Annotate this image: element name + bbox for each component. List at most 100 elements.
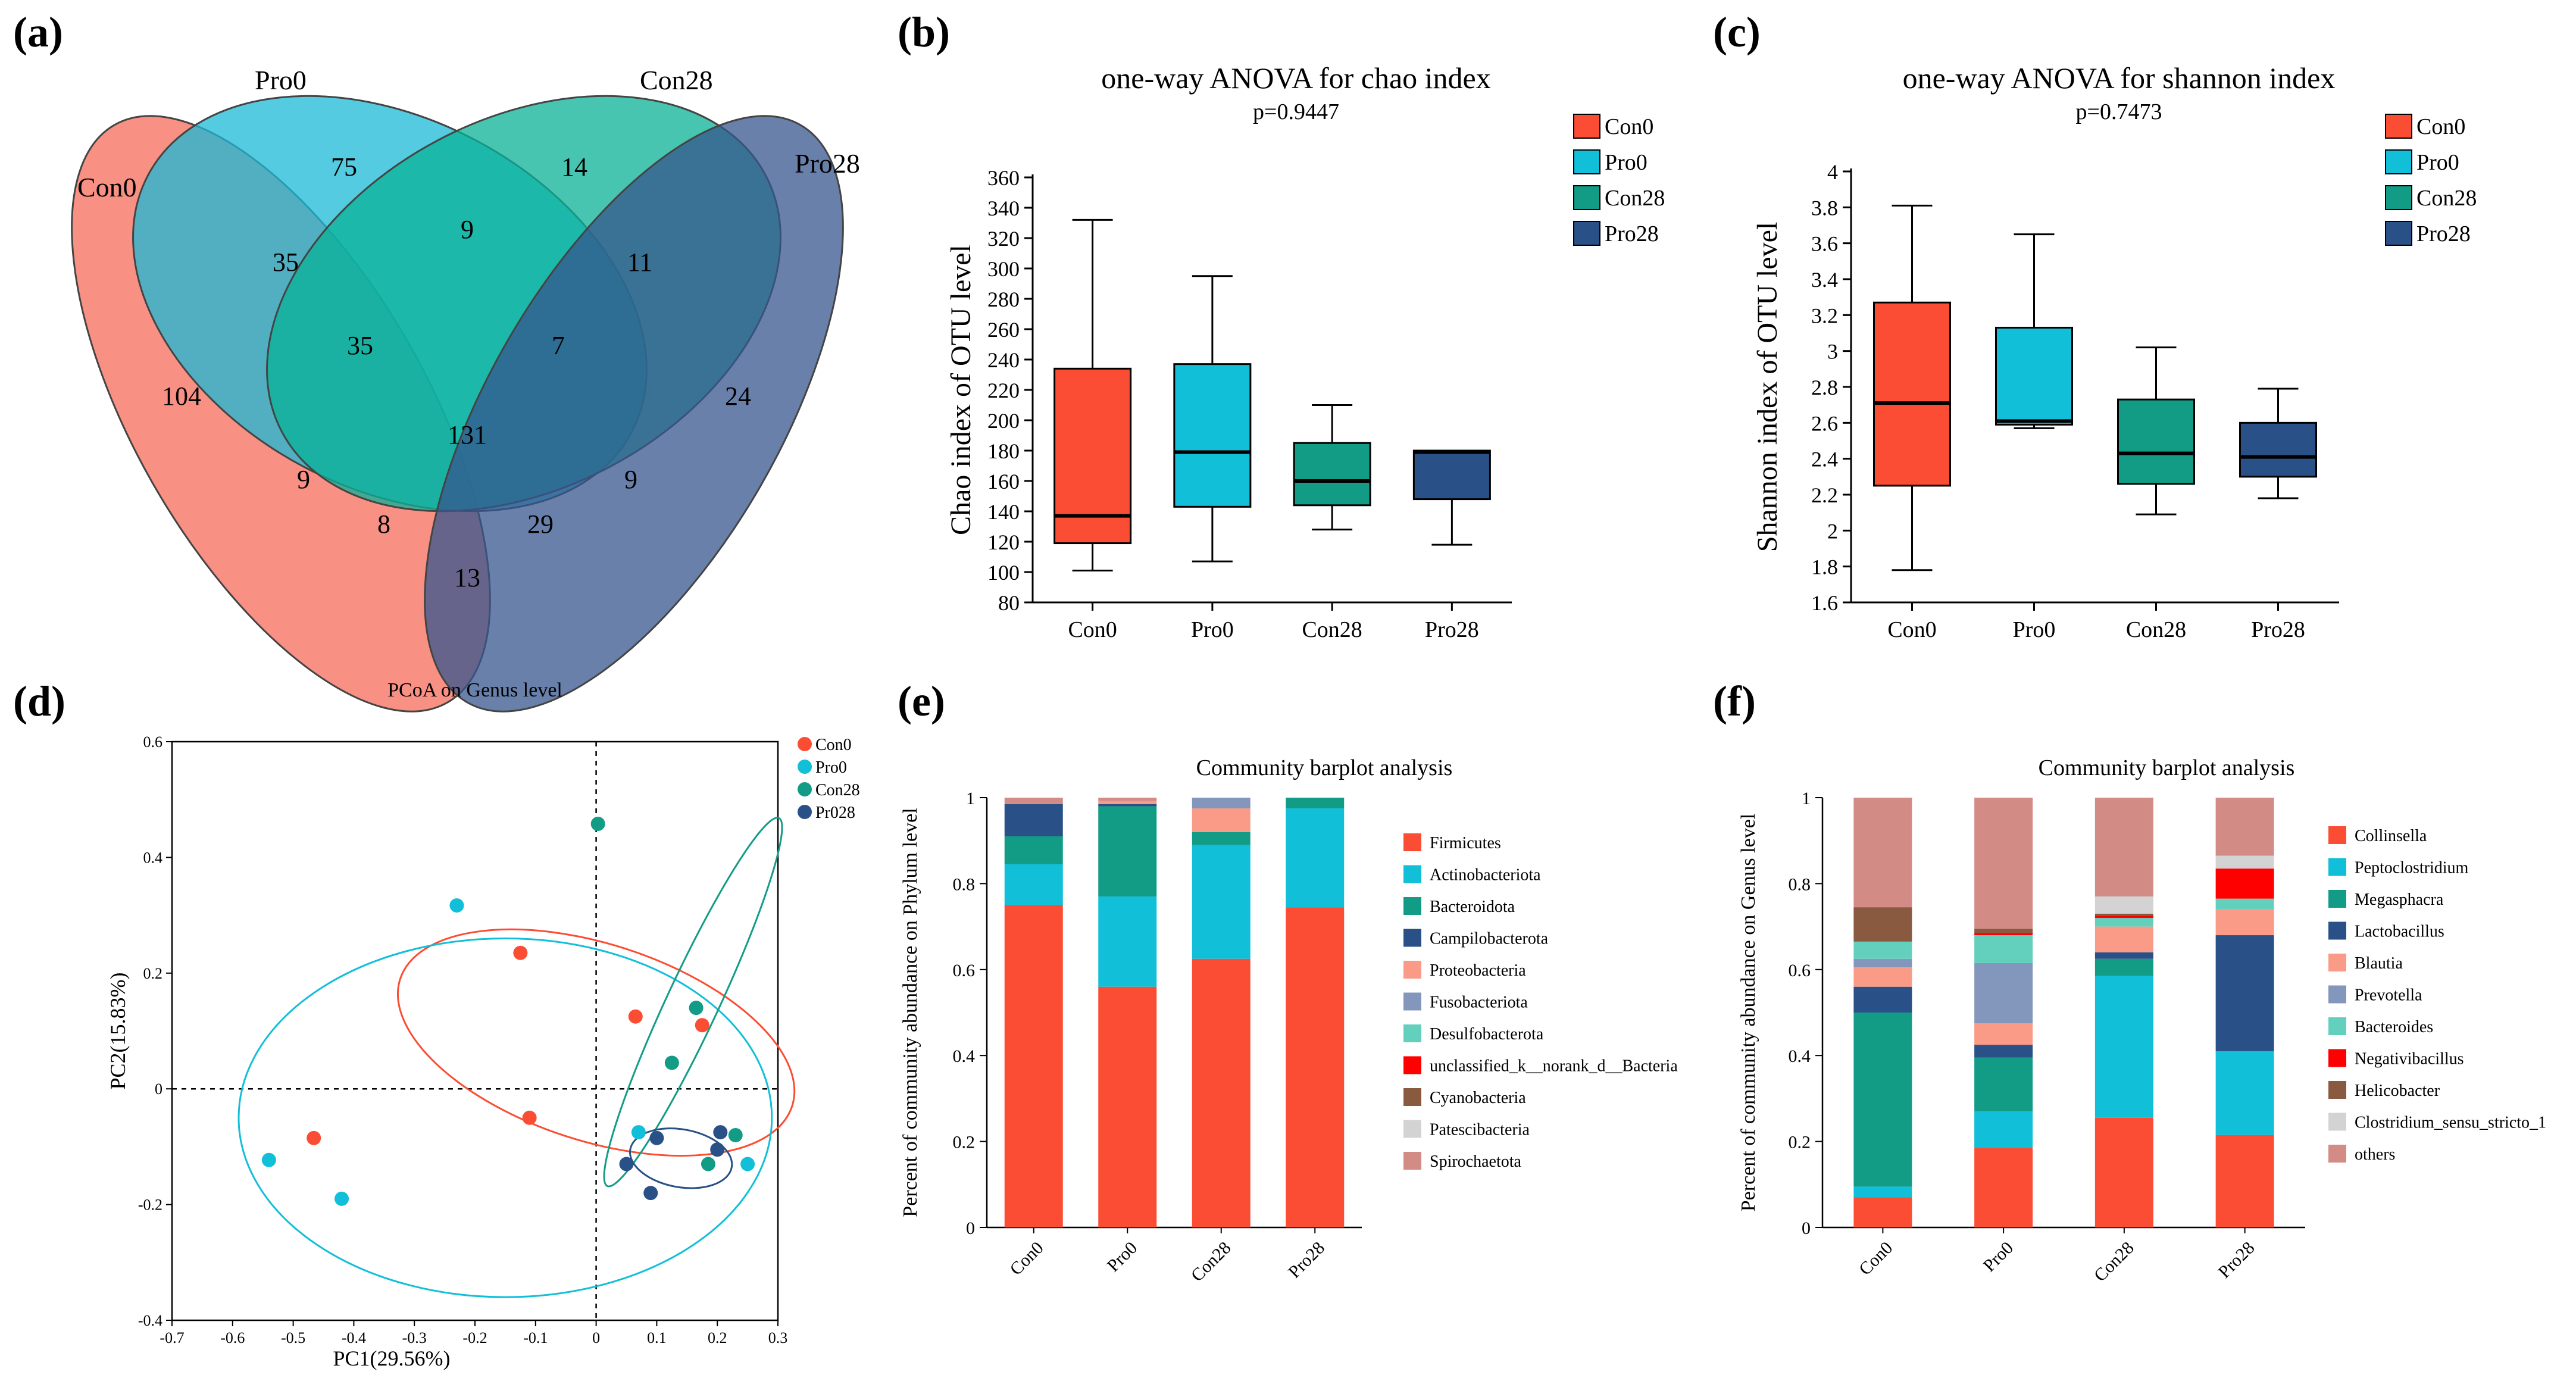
y-tick-label: 320: [987, 227, 1020, 251]
bar-segment-negativibacillus: [2215, 868, 2274, 899]
legend-swatch: [2328, 890, 2346, 908]
venn-diagram: Con0 Pro0 Con28 Pro28 104 75 14 24 35 9 11 35 7 131 9 9…: [71, 65, 860, 713]
x-tick-label: Con0: [1006, 1238, 1047, 1279]
x-axis-label: PC1(29.56%): [333, 1346, 451, 1370]
legend-swatch: [2328, 1113, 2346, 1131]
legend-label: Fusobacteriota: [1430, 993, 1528, 1012]
legend-marker: [798, 737, 812, 751]
y-tick-label: 240: [987, 348, 1020, 372]
legend-label: Pro0: [2416, 150, 2459, 175]
bar-segment-others: [1853, 798, 1912, 908]
legend-label: Bacteroides: [2355, 1018, 2433, 1036]
venn-region-value: 29: [527, 510, 554, 539]
bar-segment-lactobacillus: [1853, 986, 1912, 1013]
chart-subtitle: p=0.9447: [1253, 99, 1339, 124]
x-tick-label: Pro0: [2013, 617, 2056, 642]
legend-label: Bacteroidota: [1430, 898, 1515, 916]
bar-segment-others: [1974, 798, 2033, 929]
bar-segment-peptoclostridium: [2215, 1051, 2274, 1135]
y-tick-label: 0.4: [1789, 1046, 1811, 1066]
point-pr028: [643, 1186, 658, 1201]
plot-frame: [171, 741, 779, 1321]
bar-segment-bacteroides: [1974, 935, 2033, 963]
x-tick-label: Pro28: [2215, 1238, 2259, 1282]
bar-segment-peptoclostridium: [2094, 976, 2153, 1118]
y-tick-label: 0.2: [953, 1133, 976, 1152]
y-tick-label: 100: [987, 561, 1020, 585]
legend-label: Con28: [1605, 186, 1665, 211]
bar-segment-collinsella: [2215, 1135, 2274, 1227]
bar-segment-campilobacterota: [1004, 804, 1063, 836]
x-tick-label: Pro0: [1980, 1238, 2017, 1276]
legend-label: Proteobacteria: [1430, 961, 1526, 980]
legend-swatch: [2385, 221, 2412, 246]
bar-segment-blautia: [2215, 909, 2274, 936]
bar-segment-bacteroides: [1853, 941, 1912, 959]
legend-label: Negativibacillus: [2355, 1050, 2464, 1068]
bar-segment-firmicutes: [1098, 986, 1157, 1227]
legend-swatch: [1403, 1152, 1421, 1170]
bar-segment-clostridium_sensu_stricto_1: [2094, 896, 2153, 914]
point-pro0: [261, 1152, 276, 1167]
x-tick-label: 0.2: [708, 1329, 727, 1346]
bar-segment-proteobacteria: [1192, 808, 1251, 832]
bar-segment-proteobacteria: [1098, 801, 1157, 804]
legend-swatch: [2328, 1049, 2346, 1067]
legend-marker: [798, 760, 812, 774]
y-tick-label: 1: [966, 789, 975, 808]
venn-region-value: 24: [725, 382, 751, 411]
legend-label: Desulfobacterota: [1430, 1025, 1544, 1043]
y-tick-label: 3.6: [1811, 232, 1838, 256]
venn-label-pro28: Pro28: [795, 148, 860, 179]
legend-swatch: [2328, 954, 2346, 971]
legend-label: Clostridium_sensu_stricto_1: [2355, 1114, 2546, 1132]
y-tick-label: 220: [987, 379, 1020, 402]
point-pro0: [334, 1191, 349, 1206]
venn-region-value: 131: [448, 420, 487, 449]
bar-segment-clostridium_sensu_stricto_1: [2215, 855, 2274, 869]
y-tick-label: 280: [987, 288, 1020, 311]
legend-swatch: [1573, 221, 1600, 246]
x-tick-label: Con0: [1068, 617, 1117, 642]
point-pro0: [740, 1157, 755, 1171]
bar-segment-fusobacteriota: [1192, 798, 1251, 809]
x-tick-label: -0.1: [523, 1329, 548, 1346]
legend-label: others: [2355, 1145, 2395, 1164]
venn-region-value: 7: [552, 331, 565, 360]
bar-segment-blautia: [1974, 1023, 2033, 1045]
point-con28: [701, 1157, 715, 1171]
point-con28: [590, 817, 605, 832]
y-tick-label: 3.4: [1811, 268, 1838, 292]
y-axis-label: PC2(15.83%): [106, 973, 130, 1090]
point-pro0: [631, 1125, 646, 1140]
box-con28: [1293, 442, 1371, 507]
x-tick-label: Pro28: [1425, 617, 1479, 642]
bar-segment-peptoclostridium: [1974, 1111, 2033, 1148]
confidence-ellipse-pro0: [237, 937, 773, 1298]
bar-segment-collinsella: [2094, 1117, 2153, 1227]
y-axis-label: Percent of community abundance on Phylum…: [899, 808, 921, 1217]
bar-segment-prevotella: [1974, 963, 2033, 1024]
legend-label: Campilobacterota: [1430, 930, 1549, 948]
y-tick-label: 200: [987, 409, 1020, 433]
legend-swatch: [2328, 1145, 2346, 1163]
confidence-ellipse-con0: [396, 928, 796, 1157]
y-tick-label: -0.4: [138, 1312, 162, 1329]
x-tick-label: -0.3: [402, 1329, 427, 1346]
x-tick-label: Con0: [1887, 617, 1936, 642]
y-tick-label: 4: [1827, 160, 1838, 184]
x-tick-label: Con28: [1302, 617, 1362, 642]
point-pr028: [649, 1130, 664, 1145]
bar-segment-lactobacillus: [2215, 935, 2274, 1051]
point-pr028: [619, 1157, 634, 1171]
venn-region-value: 13: [454, 563, 480, 592]
box-con0: [1873, 301, 1951, 487]
legend-swatch: [2385, 114, 2412, 139]
y-tick-label: 340: [987, 196, 1020, 220]
bar-segment-campilobacterota: [1098, 804, 1157, 807]
y-tick-label: 0.6: [143, 733, 163, 751]
legend-label: Firmicutes: [1430, 834, 1501, 852]
chart-title: PCoA on Genus level: [387, 679, 562, 701]
panel-label-c: (c): [1713, 8, 1761, 56]
